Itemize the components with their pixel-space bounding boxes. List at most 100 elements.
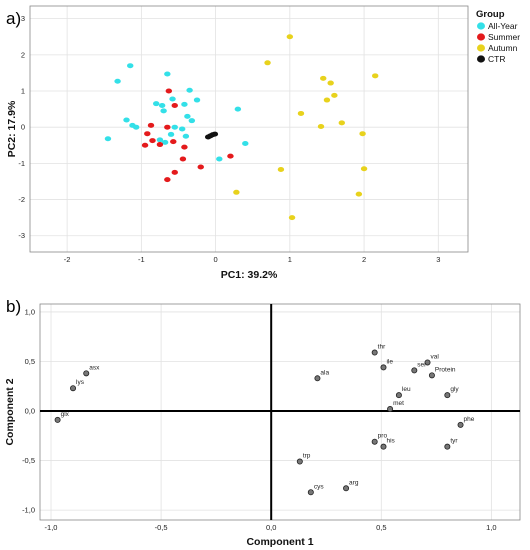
point-all-year — [184, 113, 191, 119]
loading-point — [387, 406, 394, 413]
plot-frame — [29, 5, 469, 253]
loading-point — [380, 364, 387, 371]
y-tick-label: -0,5 — [22, 456, 35, 465]
point-all-year — [164, 71, 171, 77]
point-all-year — [193, 97, 201, 103]
point-summer — [165, 88, 173, 94]
x-tick-labels: -1,0 -0,5 0,0 0,5 1,0 — [45, 523, 497, 532]
point-autumn — [297, 110, 305, 116]
point-autumn — [317, 123, 325, 129]
point-autumn — [264, 60, 271, 66]
point-label: lys — [76, 379, 85, 386]
point-label: trp — [303, 453, 311, 460]
legend-entry: Autumn — [488, 43, 518, 53]
legend-entry: CTR — [488, 54, 505, 64]
point-summer — [156, 142, 164, 148]
point-all-year — [186, 87, 193, 93]
point-summer — [149, 138, 156, 144]
loading-point — [380, 443, 387, 450]
point-all-year — [188, 118, 196, 124]
point-ctr — [211, 131, 219, 137]
point-label: leu — [402, 386, 411, 393]
point-summer — [170, 139, 177, 145]
loading-point — [428, 372, 435, 379]
point-all-year — [160, 108, 167, 114]
x-tick-label: -2 — [64, 255, 71, 264]
y-tick-label: 3 — [21, 14, 25, 23]
point-autumn — [331, 92, 338, 98]
panel-b-label: b) — [6, 297, 21, 316]
point-label: thr — [378, 344, 386, 351]
x-tick-label: 3 — [436, 255, 440, 264]
x-tick-label: 0,0 — [266, 523, 276, 532]
y-axis-label: PC2: 17.9% — [6, 100, 18, 157]
loading-point — [411, 367, 418, 374]
loading-point — [70, 385, 77, 392]
point-all-year — [104, 136, 112, 142]
point-all-year — [153, 101, 160, 107]
legend-swatch — [477, 44, 485, 52]
loading-point — [457, 421, 464, 428]
component-plot: -1,0 -0,5 0,0 0,5 1,0 1,0 0,5 0,0 -0,5 -1,0 asx l… — [4, 303, 521, 548]
y-tick-labels: 1,0 0,5 0,0 -0,5 -1,0 — [22, 307, 35, 514]
point-all-year — [132, 124, 140, 130]
y-tick-label: 2 — [21, 50, 25, 59]
loading-point — [343, 485, 350, 492]
point-summer — [171, 102, 178, 108]
y-tick-label: -1,0 — [22, 506, 35, 515]
point-all-year — [234, 106, 242, 112]
point-autumn — [355, 191, 363, 197]
point-label: val — [431, 353, 440, 360]
x-tick-label: -0,5 — [155, 523, 168, 532]
point-summer — [179, 156, 187, 162]
legend-title: Group — [476, 9, 505, 20]
zero-axes — [40, 304, 520, 520]
y-tick-labels: 3 2 1 0 -1 -2 -3 — [18, 14, 25, 240]
point-all-year — [161, 139, 169, 145]
loading-point — [54, 416, 61, 423]
point-summer — [141, 142, 149, 148]
panel-a-label: a) — [6, 9, 21, 28]
loading-point — [371, 438, 378, 445]
point-summer — [197, 164, 204, 170]
y-tick-label: -1 — [18, 159, 25, 168]
point-summer — [171, 169, 178, 175]
point-autumn — [360, 166, 368, 172]
legend-entry: Summer — [488, 32, 520, 42]
pca-scatter-plot: -2 -1 0 1 2 3 3 2 1 0 -1 -2 -3 PC1: 39.2% PC2: 17.9… — [6, 5, 520, 281]
y-tick-label: -3 — [18, 231, 25, 240]
point-all-year — [182, 133, 190, 139]
point-summer — [164, 177, 171, 183]
point-all-year — [171, 124, 178, 130]
data-points — [104, 34, 379, 221]
point-label: phe — [464, 416, 475, 423]
point-all-year — [123, 117, 130, 123]
point-label: arg — [349, 479, 359, 486]
point-autumn — [323, 97, 331, 103]
loading-point — [314, 375, 321, 382]
x-axis-label: PC1: 39.2% — [221, 269, 278, 281]
y-tick-label: 0,5 — [25, 357, 35, 366]
point-autumn — [286, 34, 294, 40]
y-axis-label: Component 2 — [4, 378, 16, 445]
x-tick-labels: -2 -1 0 1 2 3 — [64, 255, 441, 264]
loading-point — [296, 458, 303, 465]
point-all-year — [127, 63, 134, 69]
point-label: Protein — [435, 366, 456, 373]
point-all-year — [158, 102, 166, 108]
point-all-year — [156, 137, 164, 143]
point-autumn — [288, 215, 296, 221]
point-autumn — [233, 189, 240, 195]
x-tick-label: -1,0 — [45, 523, 58, 532]
point-all-year — [242, 140, 249, 146]
point-label: tyr — [450, 438, 458, 445]
loading-point — [395, 392, 402, 399]
point-label: ile — [386, 358, 393, 365]
y-tick-label: 0,0 — [25, 407, 35, 416]
point-label: glx — [61, 411, 70, 418]
point-all-year — [167, 131, 175, 137]
point-autumn — [372, 73, 379, 79]
